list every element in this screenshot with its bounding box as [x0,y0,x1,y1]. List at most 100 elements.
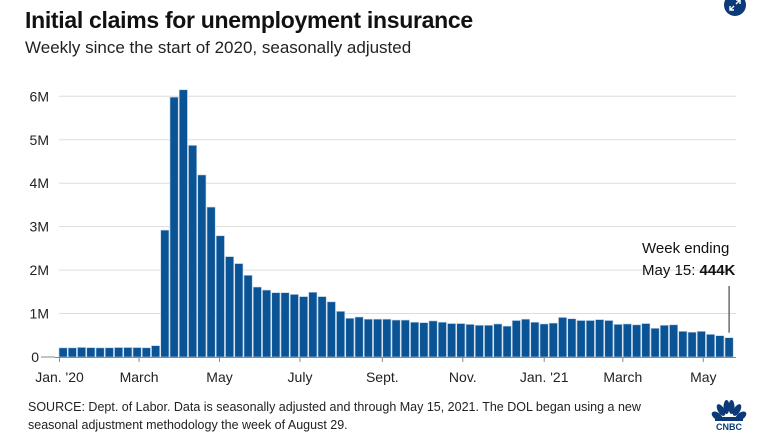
bar [151,345,160,358]
bar [225,256,234,358]
bar [400,319,410,358]
bar [252,286,262,358]
bar [669,324,678,358]
x-tick-label: March [603,369,642,385]
bar [280,292,290,358]
bar [206,206,216,358]
bar [484,324,493,358]
bar [67,347,77,358]
chart-subtitle: Weekly since the start of 2020, seasonal… [25,38,412,57]
bar [132,347,142,358]
bar [382,318,392,358]
chart-title: Initial claims for unemployment insuranc… [25,7,473,33]
bar [197,174,207,358]
bar [502,325,512,358]
x-axis: Jan. '20 March May July Sept. Nov. Jan. '21 Mar… [35,357,736,385]
y-tick-label: 2M [30,262,49,278]
x-tick-label: May [690,369,716,385]
bar [345,318,355,358]
bar [391,319,401,358]
x-tick-label: May [206,369,232,385]
bar [363,318,373,358]
bar [289,294,299,358]
bar [104,347,114,358]
y-tick-label: 6M [30,88,49,104]
annotation-line2: May 15: 444K [642,260,735,282]
y-tick-label: 4M [30,175,49,191]
cnbc-logo-text: CNBC [716,422,742,432]
bar [178,89,188,358]
bar [576,320,586,358]
bar [410,321,419,358]
bar [299,296,308,358]
bar [354,316,364,358]
bar [373,318,382,358]
y-tick-label: 1M [30,306,49,322]
annotation-line1: Week ending [642,240,730,257]
y-tick-label: 5M [30,132,49,148]
bar [114,347,123,358]
bar [271,292,281,358]
bar [678,331,688,358]
annotation-value: 444K [699,262,736,279]
bar [687,331,697,358]
bar [604,320,614,358]
bar [511,320,521,358]
bar [622,323,632,358]
bar [613,324,623,358]
x-tick-label: Sept. [366,369,399,385]
bar [474,324,484,358]
cnbc-peacock-logo-icon: CNBC [711,400,747,432]
bar [659,324,669,358]
y-tick-label: 3M [30,219,49,235]
annotation-date: May 15: [642,262,700,279]
bar [715,335,725,358]
bar [188,145,197,358]
x-tick-label: Jan. '20 [35,369,84,385]
bar [160,229,170,358]
bar [326,301,336,358]
bar [58,347,68,358]
bar [641,323,651,358]
bar [465,324,475,358]
bar [317,296,327,358]
bar [595,319,604,358]
bar [456,323,466,358]
bar [243,275,253,358]
x-tick-label: Nov. [449,369,477,385]
bar [336,311,345,358]
bar [262,289,271,358]
bar [650,328,660,358]
expand-button[interactable] [724,0,746,16]
bar [530,321,540,358]
source-note: SOURCE: Dept. of Labor. Data is seasonal… [28,400,641,432]
bar [234,263,244,358]
bar [539,323,549,358]
bar [706,334,715,358]
bar [696,331,706,358]
bars [58,89,734,358]
bar [567,318,577,358]
bar [632,324,641,358]
bar [95,347,105,358]
bar [493,323,503,358]
y-axis-labels: 0 1M 2M 3M 4M 5M 6M [30,88,55,365]
bar [141,347,151,358]
cnbc-logo: CNBC [709,398,749,432]
annotation-label: Week ending May 15: 444K [642,238,735,282]
bar [308,291,318,358]
bar [558,317,567,358]
bar [419,322,429,358]
bar [521,318,530,358]
bar [548,322,558,358]
bar [215,235,225,358]
x-tick-label: Jan. '21 [520,369,569,385]
expand-arrows-icon [729,0,741,11]
bar [437,321,447,358]
bar [77,347,86,358]
y-tick-label: 0 [31,349,39,365]
x-tick-label: July [288,369,313,385]
bar [428,320,438,358]
bar [169,96,179,358]
